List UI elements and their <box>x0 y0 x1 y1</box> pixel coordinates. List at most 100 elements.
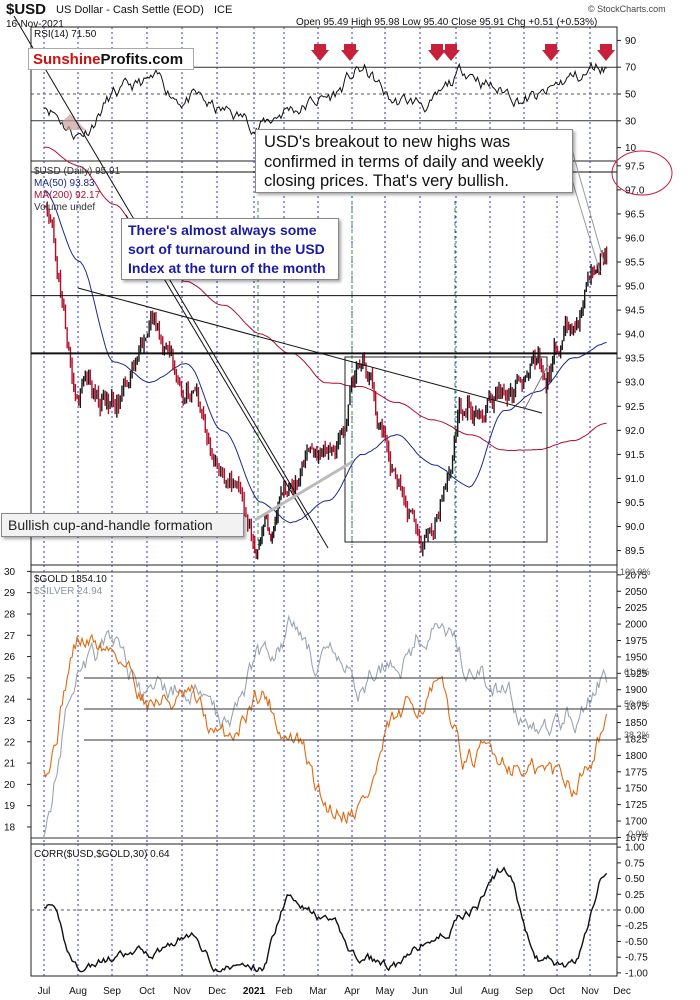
x-axis-label: Feb <box>275 986 293 997</box>
usd-tick-label: 93.5 <box>625 354 645 365</box>
x-axis-label: Dec <box>613 986 631 997</box>
fib-label-500: 50.0% <box>624 699 650 709</box>
sunshine-profits-logo: SunshineProfits.com <box>28 48 194 70</box>
gold-legend: $GOLD 1854.10 <box>34 574 107 585</box>
panel-frame-2 <box>30 564 618 845</box>
gold-tick-label: 1875 <box>625 702 648 713</box>
gold-tick-label: 1750 <box>625 784 648 795</box>
gold-tick-label: 2050 <box>625 587 648 598</box>
silver-line <box>43 614 608 837</box>
usd-tick-label: 94.0 <box>625 330 645 341</box>
corr-tick-label: -0.50 <box>625 937 648 948</box>
corr-tick-label: 1.00 <box>625 843 645 854</box>
silver-tick-label: 29 <box>4 588 16 599</box>
usd-tick-label: 92.5 <box>625 402 645 413</box>
gold-tick-label: 2025 <box>625 603 648 614</box>
gold-tick-label: 1925 <box>625 669 648 680</box>
copyright: © StockCharts.com <box>588 4 666 14</box>
gold-tick-label: 2075 <box>625 570 648 581</box>
silver-tick-label: 30 <box>4 567 16 578</box>
silver-tick-label: 25 <box>4 673 16 684</box>
gold-tick-label: 1725 <box>625 800 648 811</box>
x-axis-label: Sep <box>103 986 121 997</box>
gold-tick-label: 1825 <box>625 734 648 745</box>
rsi-tick-label: 70 <box>625 63 637 74</box>
silver-tick-label: 24 <box>4 695 16 706</box>
logo-part1: Sunshine <box>33 51 101 68</box>
gold-tick-label: 1775 <box>625 767 648 778</box>
usd-tick-label: 91.0 <box>625 474 645 485</box>
silver-legend: $SILVER 24.94 <box>34 586 103 597</box>
silver-tick-label: 27 <box>4 631 16 642</box>
x-axis-label: May <box>376 986 395 997</box>
silver-tick-label: 22 <box>4 737 16 748</box>
silver-tick-label: 28 <box>4 609 16 620</box>
usd-tick-label: 92.0 <box>625 426 645 437</box>
red-arrow-icon <box>597 44 615 61</box>
ohlc-readout: Open 95.49 High 95.98 Low 95.40 Close 95… <box>296 17 598 28</box>
usd-tick-label: 95.5 <box>625 258 645 269</box>
handle-line <box>254 460 353 522</box>
gold-tick-label: 1900 <box>625 685 648 696</box>
x-axis-label: Jun <box>412 986 428 997</box>
x-axis-label: 2021 <box>243 986 266 997</box>
usd-tick-label: 97.5 <box>625 161 645 172</box>
corr-tick-label: -0.75 <box>625 953 648 964</box>
silver-tick-label: 20 <box>4 780 16 791</box>
x-axis-label: Mar <box>309 986 327 997</box>
gold-tick-label: 1675 <box>625 833 648 844</box>
cup-rectangle <box>344 356 548 543</box>
fib-label-100: 100.0% <box>620 567 651 577</box>
gold-tick-label: 1975 <box>625 636 648 647</box>
x-axis-label: Jul <box>38 986 51 997</box>
usd-tick-label: 94.5 <box>625 306 645 317</box>
ma50-legend: MA(50) 93.83 <box>34 178 95 189</box>
corr-tick-label: 0.25 <box>625 890 645 901</box>
usd-tick-label: 96.0 <box>625 233 645 244</box>
volume-legend: Volume undef <box>34 202 96 213</box>
x-axis-label: Nov <box>581 986 599 997</box>
x-axis-label: Dec <box>208 986 226 997</box>
gold-tick-label: 1950 <box>625 652 648 663</box>
corr-tick-label: -0.25 <box>625 921 648 932</box>
date: 16-Nov-2021 <box>6 19 64 30</box>
symbol-description: US Dollar - Cash Settle (EOD) <box>56 4 204 16</box>
handle-trend-line <box>523 364 549 411</box>
usd-tick-label: 97.0 <box>625 185 645 196</box>
gold-tick-label: 2000 <box>625 620 648 631</box>
gold-line <box>43 633 608 824</box>
downtrend-line <box>77 287 543 414</box>
usd-tick-label: 93.0 <box>625 378 645 389</box>
rsi-tick-label: 30 <box>625 116 637 127</box>
usd-tick-label: 90.0 <box>625 522 645 533</box>
corr-tick-label: -1.00 <box>625 968 648 979</box>
corr-tick-label: 0.00 <box>625 906 645 917</box>
rsi-line <box>43 61 607 141</box>
highlight-ellipse <box>611 150 673 196</box>
rsi-tick-label: 50 <box>625 90 637 101</box>
fib-label-618: 61.8% <box>624 667 650 677</box>
symbol: $USD <box>6 1 47 18</box>
corr-legend: CORR($USD,$GOLD,30) 0.64 <box>34 849 170 860</box>
ma200-legend: MA(200) 92.17 <box>34 190 101 201</box>
red-arrow-icon <box>442 44 460 61</box>
turnaround-callout: There's almost always some sort of turna… <box>121 218 339 280</box>
red-arrow-icon <box>428 44 446 61</box>
silver-tick-label: 23 <box>4 716 16 727</box>
x-axis-label: Oct <box>549 986 565 997</box>
gold-tick-label: 1700 <box>625 817 648 828</box>
cup-handle-callout: Bullish cup-and-handle formation <box>1 513 244 537</box>
x-axis-label: Oct <box>139 986 155 997</box>
x-axis-label: Nov <box>173 986 191 997</box>
usd-legend: $USD (Daily) 95.91 <box>34 166 121 177</box>
rsi-tick-label: 10 <box>625 143 637 154</box>
silver-tick-label: 18 <box>4 822 16 833</box>
x-axis-label: Jul <box>450 986 463 997</box>
fib-label-0: 0.0% <box>628 829 649 839</box>
rsi-tick-label: 90 <box>625 36 637 47</box>
ma50-line <box>43 190 607 524</box>
x-axis-label: Aug <box>69 986 87 997</box>
gold-tick-label: 1800 <box>625 751 648 762</box>
gold-tick-label: 1850 <box>625 718 648 729</box>
